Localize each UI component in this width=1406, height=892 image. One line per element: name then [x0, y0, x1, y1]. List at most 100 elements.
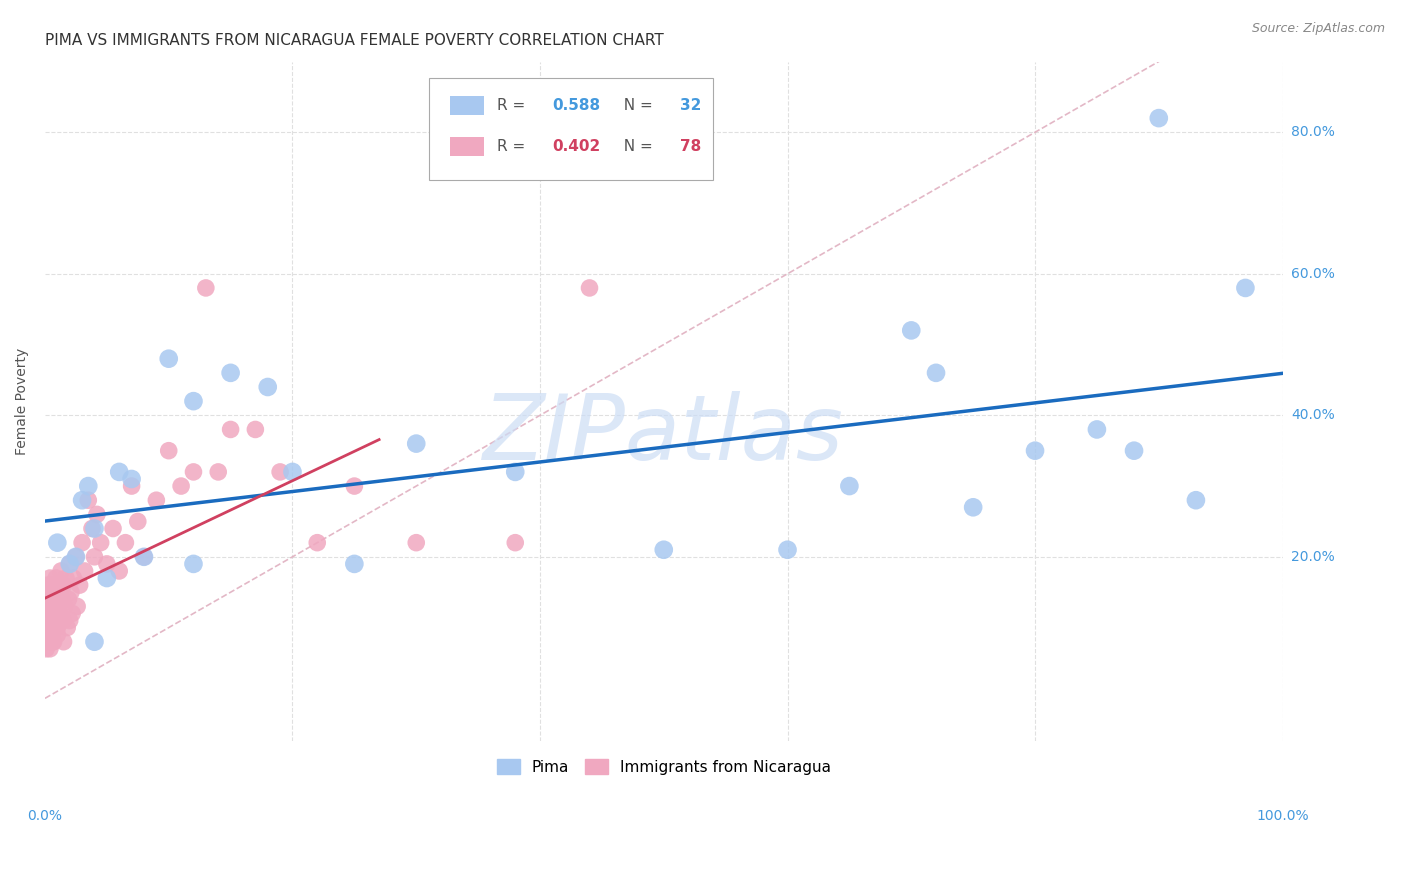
- Point: [77, 479, 100, 493]
- Point: [55, 571, 77, 585]
- Point: [46, 621, 69, 635]
- Point: [405, 436, 427, 450]
- Point: [46, 599, 69, 614]
- Point: [39, 641, 62, 656]
- Point: [39, 578, 62, 592]
- Text: 78: 78: [681, 139, 702, 154]
- Point: [56, 621, 79, 635]
- Point: [503, 465, 526, 479]
- Point: [65, 549, 87, 564]
- Point: [269, 465, 291, 479]
- Point: [70, 535, 93, 549]
- Point: [219, 422, 242, 436]
- Point: [39, 627, 62, 641]
- Point: [42, 634, 65, 648]
- Point: [69, 578, 91, 592]
- Point: [70, 493, 93, 508]
- Point: [52, 614, 75, 628]
- Point: [35, 641, 58, 656]
- Point: [1147, 111, 1170, 125]
- Text: ZIPatlas: ZIPatlas: [484, 391, 844, 479]
- Point: [343, 479, 366, 493]
- Point: [39, 614, 62, 628]
- Point: [962, 500, 984, 515]
- Point: [183, 557, 205, 571]
- Point: [41, 592, 63, 607]
- Point: [157, 443, 180, 458]
- Point: [503, 535, 526, 549]
- Point: [80, 522, 103, 536]
- Point: [38, 607, 60, 621]
- Point: [96, 571, 118, 585]
- Point: [1085, 422, 1108, 436]
- Point: [127, 515, 149, 529]
- Point: [44, 614, 66, 628]
- Point: [256, 380, 278, 394]
- Point: [281, 465, 304, 479]
- Point: [45, 592, 67, 607]
- Text: 0.588: 0.588: [553, 98, 600, 113]
- Point: [1185, 493, 1208, 508]
- Point: [77, 493, 100, 508]
- Point: [46, 578, 69, 592]
- Point: [39, 571, 62, 585]
- Point: [37, 621, 59, 635]
- Text: 40.0%: 40.0%: [1291, 409, 1334, 422]
- Text: 80.0%: 80.0%: [1291, 125, 1334, 139]
- Point: [96, 557, 118, 571]
- Point: [245, 422, 267, 436]
- Point: [73, 564, 96, 578]
- Point: [66, 599, 89, 614]
- Text: 20.0%: 20.0%: [1291, 549, 1334, 564]
- Point: [83, 634, 105, 648]
- Point: [900, 323, 922, 337]
- Text: N =: N =: [614, 98, 658, 113]
- Point: [53, 599, 76, 614]
- Bar: [450, 136, 484, 156]
- Point: [41, 621, 63, 635]
- Point: [38, 585, 60, 599]
- Text: 32: 32: [681, 98, 702, 113]
- Point: [101, 522, 124, 536]
- Point: [51, 592, 73, 607]
- Point: [46, 535, 69, 549]
- Point: [183, 394, 205, 409]
- Point: [44, 599, 66, 614]
- Y-axis label: Female Poverty: Female Poverty: [15, 348, 30, 455]
- Point: [219, 366, 242, 380]
- Point: [59, 585, 82, 599]
- Text: 0.0%: 0.0%: [28, 809, 62, 822]
- Point: [183, 465, 205, 479]
- Text: N =: N =: [614, 139, 658, 154]
- Point: [46, 627, 69, 641]
- Point: [39, 599, 62, 614]
- Point: [207, 465, 229, 479]
- Point: [405, 535, 427, 549]
- Text: Source: ZipAtlas.com: Source: ZipAtlas.com: [1251, 22, 1385, 36]
- Point: [44, 621, 66, 635]
- Point: [194, 281, 217, 295]
- Point: [108, 465, 131, 479]
- Point: [1123, 443, 1146, 458]
- Text: 60.0%: 60.0%: [1291, 267, 1334, 281]
- Point: [49, 607, 72, 621]
- Text: PIMA VS IMMIGRANTS FROM NICARAGUA FEMALE POVERTY CORRELATION CHART: PIMA VS IMMIGRANTS FROM NICARAGUA FEMALE…: [45, 33, 664, 48]
- Point: [59, 557, 82, 571]
- Point: [90, 535, 112, 549]
- Point: [83, 549, 105, 564]
- Point: [49, 564, 72, 578]
- Point: [52, 634, 75, 648]
- Point: [59, 557, 82, 571]
- Point: [59, 614, 82, 628]
- Point: [45, 571, 67, 585]
- Point: [652, 542, 675, 557]
- Point: [65, 549, 87, 564]
- Bar: [450, 96, 484, 115]
- Point: [132, 549, 155, 564]
- Point: [121, 472, 143, 486]
- Point: [37, 634, 59, 648]
- Text: R =: R =: [496, 98, 530, 113]
- Point: [307, 535, 329, 549]
- Point: [776, 542, 799, 557]
- Point: [132, 549, 155, 564]
